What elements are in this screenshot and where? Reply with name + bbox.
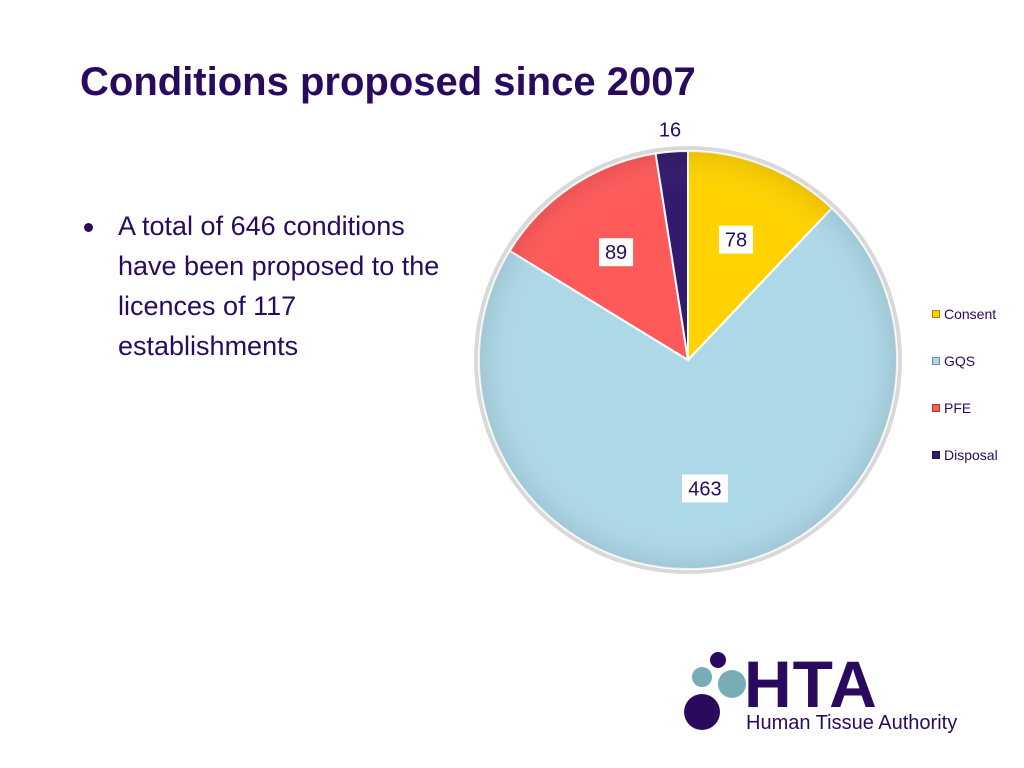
bullet-item: A total of 646 conditions have been prop… (80, 206, 450, 366)
data-label-box (681, 474, 728, 503)
data-label-text: 16 (659, 120, 681, 142)
chart-legend: Consent GQS PFE Disposal (932, 290, 998, 478)
data-label-text: 78 (725, 230, 747, 252)
data-label-text: 463 (688, 478, 721, 500)
legend-swatch-icon (932, 309, 940, 318)
legend-label: PFE (944, 399, 972, 416)
legend-item-disposal: Disposal (932, 431, 998, 478)
data-label-disposal: 16 (659, 120, 681, 142)
legend-swatch-icon (932, 403, 940, 412)
legend-item-consent: Consent (932, 290, 998, 337)
data-label-gqs: 463 (681, 474, 728, 503)
data-label-consent: 78 (718, 225, 753, 254)
logo-wordmark: HTA (744, 647, 878, 721)
legend-item-pfe: PFE (932, 384, 998, 431)
legend-swatch-icon (932, 450, 940, 459)
data-label-box (718, 225, 753, 254)
hta-logo: HTA Human Tissue Authority (680, 647, 980, 750)
legend-label: Consent (944, 305, 997, 322)
bullet-dot-icon (84, 223, 93, 232)
bullet-text: A total of 646 conditions have been prop… (118, 211, 440, 361)
legend-swatch-icon (932, 356, 940, 365)
slide-title: Conditions proposed since 2007 (80, 60, 696, 104)
legend-label: GQS (944, 352, 976, 369)
legend-label: Disposal (944, 446, 998, 463)
data-label-text: 89 (605, 242, 627, 264)
bullet-list: A total of 646 conditions have been prop… (80, 206, 450, 366)
logo-subtitle: Human Tissue Authority (746, 712, 958, 734)
legend-item-gqs: GQS (932, 337, 998, 384)
data-label-pfe: 89 (599, 238, 634, 267)
pie-chart: 78 463 89 16 (474, 120, 902, 574)
data-label-box (599, 238, 634, 267)
logo-circles-icon (684, 652, 746, 730)
